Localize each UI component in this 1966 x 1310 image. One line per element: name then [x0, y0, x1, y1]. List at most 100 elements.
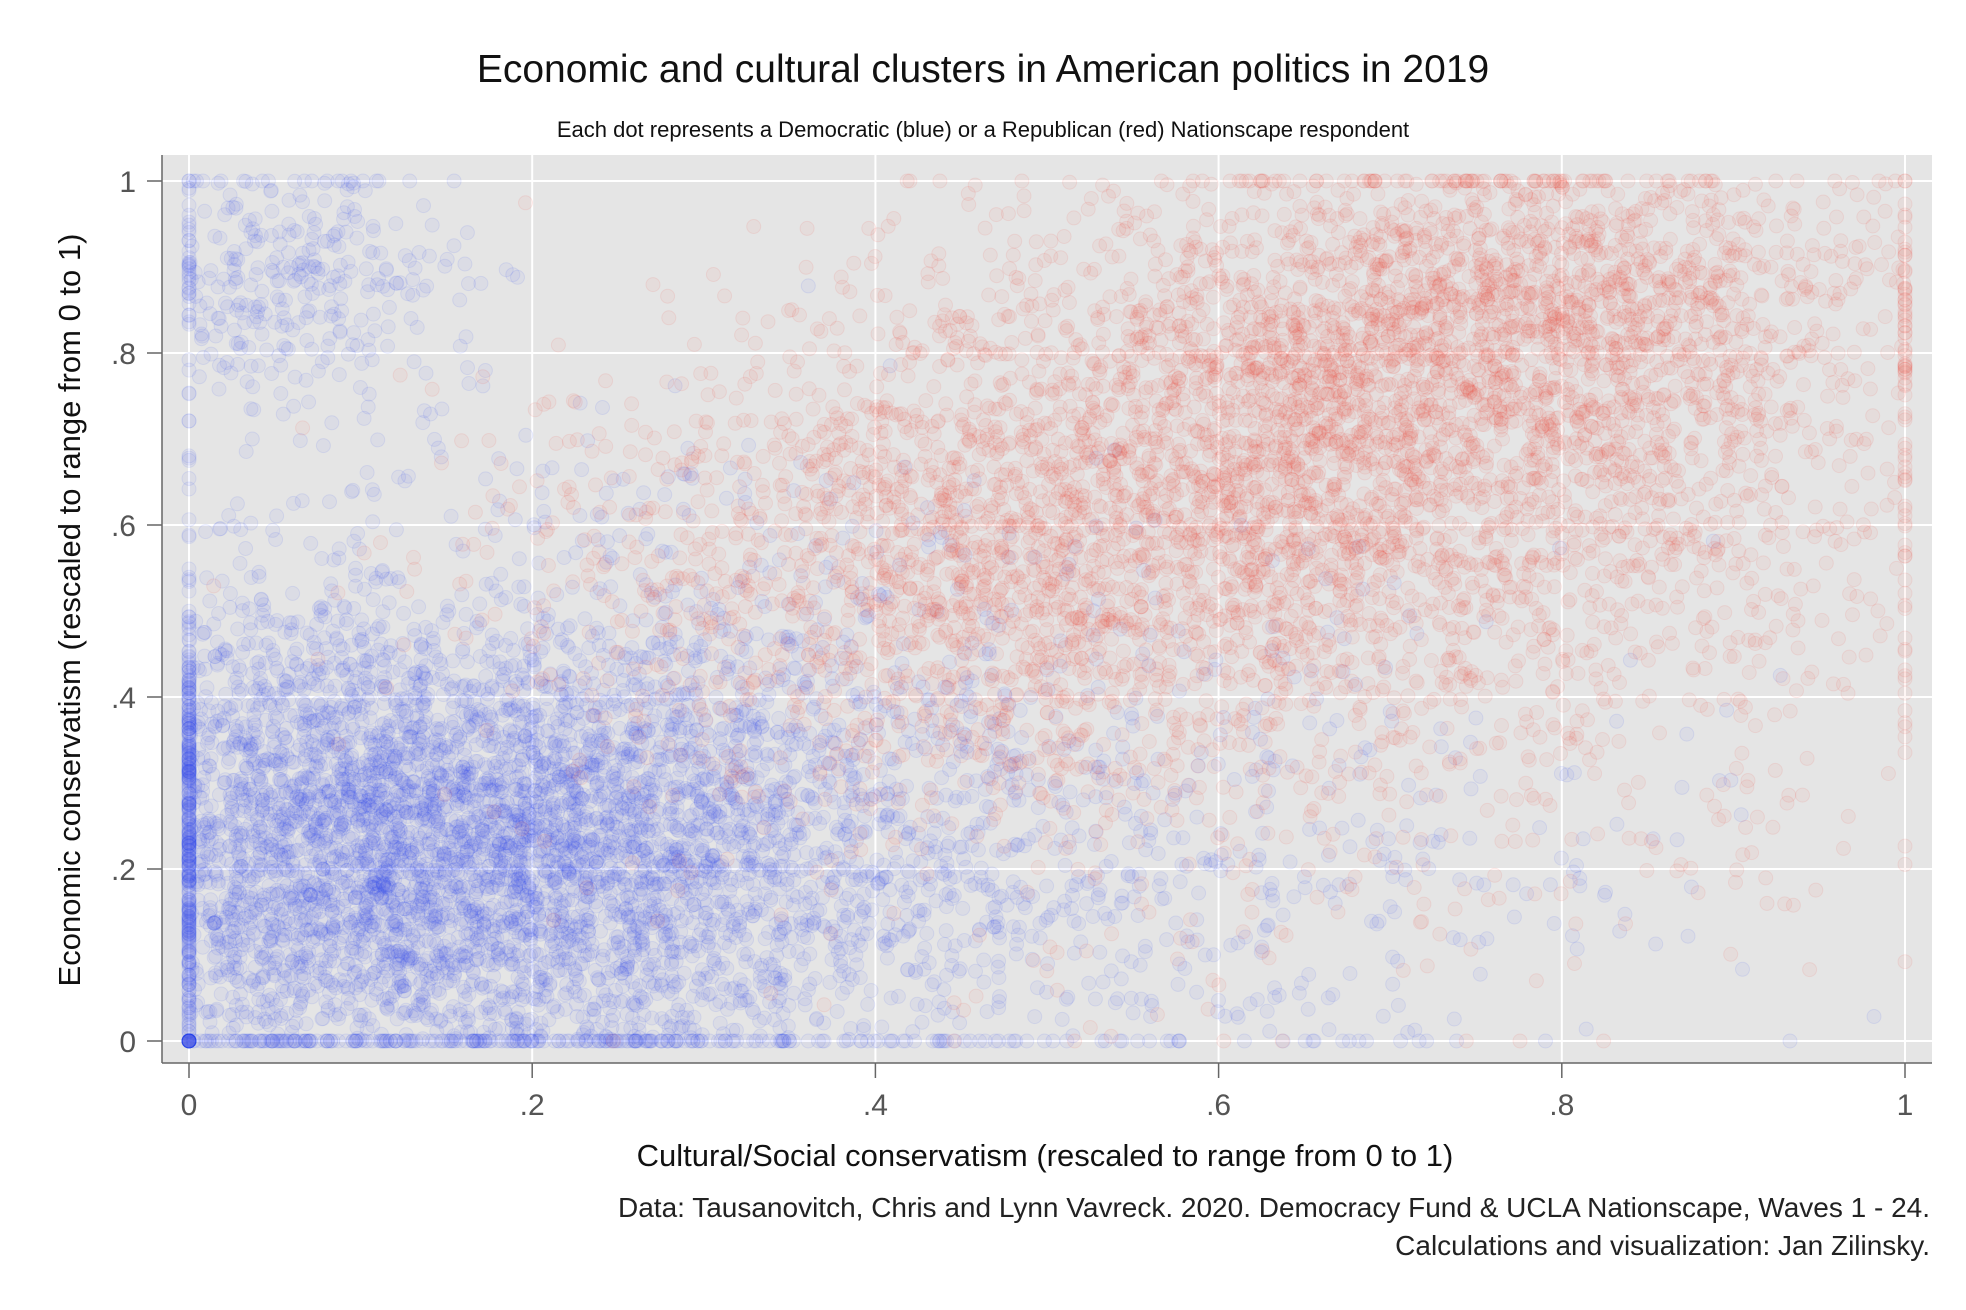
democratic-point — [674, 703, 690, 719]
democratic-point — [481, 775, 497, 791]
democratic-point — [203, 798, 219, 814]
democratic-point — [230, 621, 246, 637]
democratic-point — [491, 834, 507, 850]
democratic-point — [461, 718, 476, 734]
democratic-point — [271, 801, 287, 817]
democratic-point — [343, 637, 359, 653]
democratic-point — [242, 615, 258, 631]
democratic-point — [514, 824, 530, 840]
democratic-point — [374, 931, 390, 947]
democratic-point — [565, 881, 581, 896]
democratic-point — [491, 819, 507, 835]
democratic-point — [269, 660, 285, 676]
democratic-point — [390, 823, 406, 839]
democratic-point — [313, 603, 329, 619]
democratic-point — [545, 800, 561, 816]
democratic-point — [391, 814, 407, 829]
democratic-point — [362, 910, 378, 926]
democratic-point — [598, 987, 614, 1003]
democratic-point — [226, 734, 242, 750]
democratic-point — [334, 815, 350, 831]
democratic-point — [514, 783, 530, 799]
democratic-point — [263, 837, 279, 853]
democratic-point — [265, 522, 281, 538]
democratic-point — [218, 851, 234, 867]
democratic-point — [623, 909, 639, 925]
democratic-point — [484, 678, 500, 694]
democratic-point — [236, 636, 252, 652]
democratic-point — [232, 555, 248, 571]
democratic-point — [430, 796, 445, 812]
democratic-point — [203, 892, 219, 908]
democratic-point — [505, 803, 521, 819]
democratic-point — [638, 992, 654, 1007]
democratic-point — [524, 910, 540, 926]
democratic-point — [238, 541, 254, 556]
democratic-point — [495, 990, 511, 1006]
plot-background — [162, 155, 1932, 1063]
democratic-point — [402, 904, 418, 920]
democratic-point — [356, 581, 372, 597]
democratic-point — [443, 508, 459, 524]
democratic-point — [508, 911, 523, 927]
democratic-point — [341, 682, 357, 698]
democratic-point — [292, 433, 308, 449]
democratic-point — [506, 937, 522, 953]
democratic-point — [391, 770, 407, 786]
democratic-point — [350, 1030, 366, 1046]
democratic-point — [771, 805, 787, 821]
democratic-point — [463, 683, 478, 699]
democratic-point — [427, 983, 443, 999]
democratic-point — [506, 920, 522, 936]
democratic-point — [284, 1024, 300, 1040]
democratic-point — [666, 944, 682, 960]
democratic-point — [309, 616, 325, 632]
democratic-point — [439, 607, 455, 623]
democratic-point — [577, 870, 593, 886]
democratic-point — [627, 995, 643, 1011]
democratic-point — [251, 564, 267, 580]
democratic-point — [624, 640, 640, 656]
democratic-point — [680, 712, 695, 728]
democratic-point — [465, 728, 481, 744]
democratic-point — [743, 854, 759, 870]
democratic-point — [392, 836, 407, 852]
democratic-point — [566, 803, 582, 819]
democratic-point — [430, 712, 446, 728]
democratic-point — [481, 643, 497, 659]
democratic-point — [364, 992, 380, 1008]
democratic-point — [397, 717, 413, 733]
democratic-point — [375, 604, 391, 620]
democratic-point — [590, 625, 606, 641]
democratic-point — [240, 1033, 256, 1049]
democratic-point — [860, 996, 876, 1012]
democratic-point — [204, 716, 220, 732]
democratic-point — [620, 788, 636, 804]
democratic-point — [535, 610, 551, 626]
democratic-point — [281, 821, 297, 837]
democratic-point — [309, 760, 325, 776]
democratic-point — [675, 685, 691, 701]
democratic-point — [501, 910, 517, 926]
democratic-point — [449, 725, 465, 741]
democratic-point — [181, 1013, 197, 1029]
democratic-point — [394, 864, 410, 880]
democratic-point — [474, 976, 489, 992]
democratic-point — [301, 1033, 317, 1049]
democratic-point — [364, 482, 380, 498]
democratic-point — [359, 652, 375, 668]
democratic-point — [445, 653, 461, 669]
democratic-point — [370, 432, 386, 448]
democratic-point — [613, 965, 629, 981]
democratic-point — [875, 892, 891, 908]
democratic-point — [1302, 715, 1318, 731]
democratic-point — [290, 614, 306, 630]
democratic-point — [493, 566, 509, 582]
democratic-point — [391, 979, 406, 995]
democratic-point — [461, 766, 477, 782]
democratic-point — [264, 723, 280, 739]
democratic-point — [212, 969, 228, 985]
democratic-point — [322, 684, 338, 700]
democratic-point — [431, 808, 447, 824]
democratic-point — [404, 805, 419, 821]
